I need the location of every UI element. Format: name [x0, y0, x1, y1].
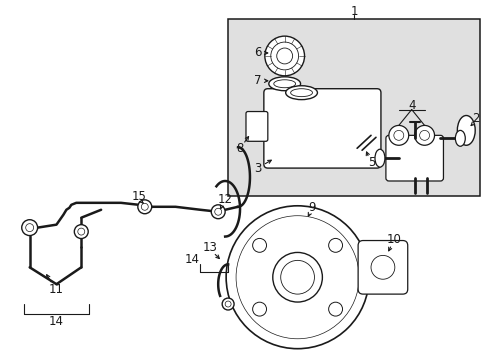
- Circle shape: [74, 225, 88, 239]
- Circle shape: [252, 302, 266, 316]
- Text: 3: 3: [254, 162, 261, 175]
- FancyBboxPatch shape: [264, 89, 380, 168]
- Circle shape: [222, 298, 234, 310]
- Circle shape: [328, 302, 342, 316]
- Circle shape: [414, 125, 434, 145]
- Bar: [228, 19, 479, 196]
- Text: 8: 8: [236, 142, 243, 155]
- Circle shape: [272, 252, 322, 302]
- Text: 5: 5: [367, 156, 375, 168]
- Circle shape: [264, 36, 304, 76]
- Text: 14: 14: [49, 315, 64, 328]
- Circle shape: [225, 206, 368, 349]
- Ellipse shape: [268, 77, 300, 91]
- FancyBboxPatch shape: [385, 135, 443, 181]
- Ellipse shape: [285, 86, 317, 100]
- Circle shape: [211, 205, 224, 219]
- Text: 1: 1: [350, 5, 357, 18]
- Text: 13: 13: [203, 241, 217, 254]
- Ellipse shape: [454, 130, 464, 146]
- Text: 9: 9: [308, 201, 316, 214]
- FancyBboxPatch shape: [245, 112, 267, 141]
- Ellipse shape: [456, 116, 474, 145]
- Circle shape: [328, 238, 342, 252]
- Text: 11: 11: [49, 283, 64, 296]
- Ellipse shape: [374, 149, 384, 167]
- Circle shape: [21, 220, 38, 235]
- Circle shape: [252, 238, 266, 252]
- Circle shape: [138, 200, 151, 214]
- Text: 7: 7: [254, 74, 261, 87]
- Text: 10: 10: [386, 233, 401, 246]
- FancyBboxPatch shape: [357, 240, 407, 294]
- Text: 14: 14: [184, 253, 200, 266]
- Text: 15: 15: [131, 190, 146, 203]
- Circle shape: [388, 125, 408, 145]
- Text: 4: 4: [407, 99, 415, 112]
- Ellipse shape: [290, 89, 312, 96]
- Text: 6: 6: [254, 46, 261, 59]
- Text: 2: 2: [471, 112, 479, 125]
- Text: 12: 12: [217, 193, 232, 206]
